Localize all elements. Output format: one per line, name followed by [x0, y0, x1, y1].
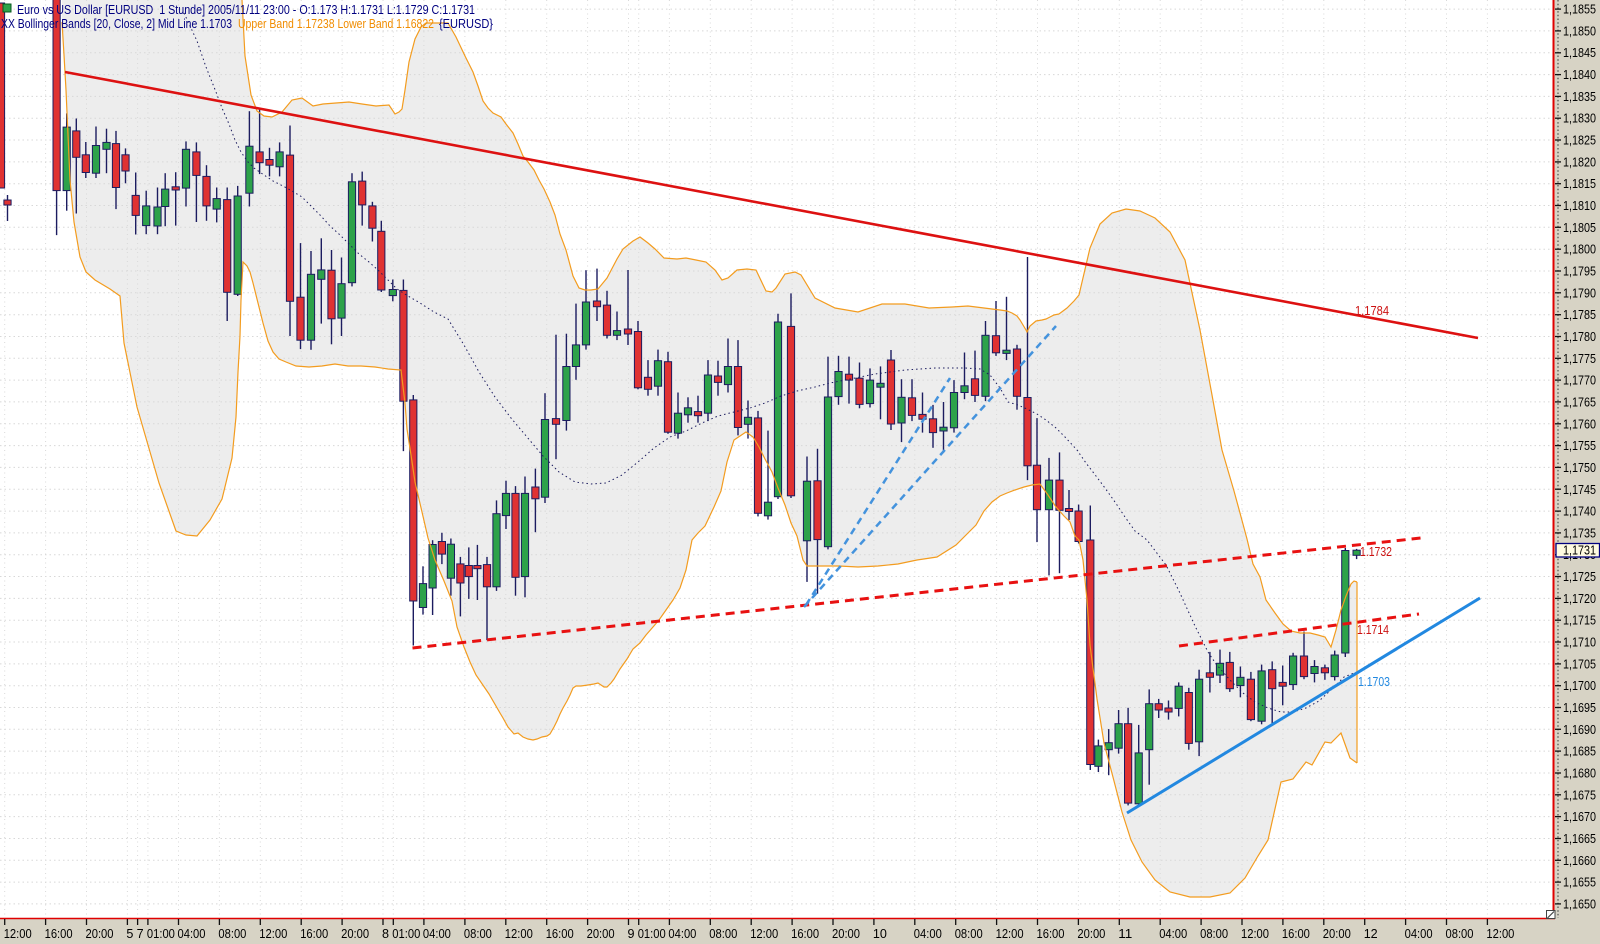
svg-text:1,1820: 1,1820: [1563, 154, 1596, 169]
svg-text:1,1775: 1,1775: [1563, 351, 1596, 366]
svg-text:08:00: 08:00: [955, 926, 983, 941]
svg-text:12:00: 12:00: [259, 926, 287, 941]
svg-text:1,1850: 1,1850: [1563, 23, 1596, 38]
svg-text:1,1740: 1,1740: [1563, 504, 1596, 519]
svg-text:04:00: 04:00: [1159, 926, 1187, 941]
svg-text:11: 11: [1118, 926, 1132, 941]
svg-text:08:00: 08:00: [218, 926, 246, 941]
svg-text:1,1770: 1,1770: [1563, 373, 1596, 388]
svg-text:1,1810: 1,1810: [1563, 198, 1596, 213]
svg-text:1,1665: 1,1665: [1563, 831, 1596, 846]
svg-text:1,1825: 1,1825: [1563, 133, 1596, 148]
svg-text:1,1685: 1,1685: [1563, 744, 1596, 759]
svg-text:16:00: 16:00: [791, 926, 819, 941]
svg-text:1,1755: 1,1755: [1563, 438, 1596, 453]
svg-text:1,1670: 1,1670: [1563, 809, 1596, 824]
svg-text:1,1660: 1,1660: [1563, 853, 1596, 868]
svg-text:1,1745: 1,1745: [1563, 482, 1596, 497]
svg-text:1,1800: 1,1800: [1563, 242, 1596, 257]
svg-text:20:00: 20:00: [86, 926, 114, 941]
svg-text:1,1855: 1,1855: [1563, 2, 1596, 17]
svg-text:16:00: 16:00: [45, 926, 73, 941]
svg-text:16:00: 16:00: [1037, 926, 1065, 941]
svg-text:1,1715: 1,1715: [1563, 613, 1596, 628]
svg-text:1,1690: 1,1690: [1563, 722, 1596, 737]
svg-text:12:00: 12:00: [4, 926, 32, 941]
svg-text:01:00: 01:00: [638, 926, 666, 941]
svg-text:12:00: 12:00: [505, 926, 533, 941]
svg-text:08:00: 08:00: [1200, 926, 1228, 941]
svg-text:10: 10: [873, 926, 887, 941]
svg-text:1,1840: 1,1840: [1563, 67, 1596, 82]
svg-text:04:00: 04:00: [423, 926, 451, 941]
svg-text:1.1714: 1.1714: [1357, 623, 1389, 637]
svg-text:04:00: 04:00: [914, 926, 942, 941]
svg-text:1,1720: 1,1720: [1563, 591, 1596, 606]
svg-text:04:00: 04:00: [178, 926, 206, 941]
svg-text:1.1784: 1.1784: [1355, 304, 1389, 318]
svg-text:1,1835: 1,1835: [1563, 89, 1596, 104]
svg-text:1.1732: 1.1732: [1360, 545, 1392, 559]
svg-text:08:00: 08:00: [709, 926, 737, 941]
svg-text:1,1830: 1,1830: [1563, 111, 1596, 126]
svg-text:20:00: 20:00: [587, 926, 615, 941]
svg-text:1,1675: 1,1675: [1563, 787, 1596, 802]
svg-text:1,1780: 1,1780: [1563, 329, 1596, 344]
svg-text:16:00: 16:00: [1282, 926, 1310, 941]
svg-text:1,1790: 1,1790: [1563, 285, 1596, 300]
svg-text:1,1731: 1,1731: [1563, 543, 1596, 558]
svg-text:01:00: 01:00: [392, 926, 420, 941]
svg-text:Euro vs US Dollar [EURUSD 1 S: Euro vs US Dollar [EURUSD 1 Stunde] 2005…: [17, 3, 475, 17]
svg-text:20:00: 20:00: [1323, 926, 1351, 941]
svg-text:12:00: 12:00: [1486, 926, 1514, 941]
svg-text:1,1845: 1,1845: [1563, 45, 1596, 60]
svg-text:1,1650: 1,1650: [1563, 896, 1596, 911]
svg-text:1,1785: 1,1785: [1563, 307, 1596, 322]
svg-text:08:00: 08:00: [464, 926, 492, 941]
svg-text:8: 8: [382, 926, 389, 941]
svg-text:1,1765: 1,1765: [1563, 394, 1596, 409]
svg-text:12:00: 12:00: [750, 926, 778, 941]
svg-text:20:00: 20:00: [341, 926, 369, 941]
svg-text:1,1705: 1,1705: [1563, 656, 1596, 671]
svg-text:1,1655: 1,1655: [1563, 875, 1596, 890]
svg-text:1,1680: 1,1680: [1563, 766, 1596, 781]
svg-text:12:00: 12:00: [1241, 926, 1269, 941]
svg-text:20:00: 20:00: [1077, 926, 1105, 941]
svg-text:5: 5: [126, 926, 133, 941]
svg-text:Upper Band 1.17238 Lower Band: Upper Band 1.17238 Lower Band 1.16822: [238, 17, 434, 31]
svg-text:1,1805: 1,1805: [1563, 220, 1596, 235]
svg-text:1,1710: 1,1710: [1563, 635, 1596, 650]
svg-text:9: 9: [628, 926, 635, 941]
svg-text:1,1695: 1,1695: [1563, 700, 1596, 715]
svg-text:1,1725: 1,1725: [1563, 569, 1596, 584]
svg-text:XX Bollinger Bands [20, Close,: XX Bollinger Bands [20, Close, 2] Mid Li…: [1, 17, 232, 31]
svg-text:{EURUSD}: {EURUSD}: [439, 17, 493, 31]
svg-text:1,1735: 1,1735: [1563, 525, 1596, 540]
svg-text:16:00: 16:00: [546, 926, 574, 941]
svg-text:1.1703: 1.1703: [1358, 675, 1390, 689]
svg-text:12: 12: [1364, 926, 1378, 941]
svg-text:12:00: 12:00: [996, 926, 1024, 941]
svg-text:1,1700: 1,1700: [1563, 678, 1596, 693]
svg-text:1,1815: 1,1815: [1563, 176, 1596, 191]
svg-text:1,1750: 1,1750: [1563, 460, 1596, 475]
svg-text:01:00: 01:00: [147, 926, 175, 941]
svg-text:04:00: 04:00: [1405, 926, 1433, 941]
svg-text:7: 7: [137, 926, 144, 941]
svg-text:04:00: 04:00: [668, 926, 696, 941]
svg-text:1,1795: 1,1795: [1563, 264, 1596, 279]
svg-text:16:00: 16:00: [300, 926, 328, 941]
svg-text:1,1760: 1,1760: [1563, 416, 1596, 431]
svg-text:08:00: 08:00: [1446, 926, 1474, 941]
svg-text:20:00: 20:00: [832, 926, 860, 941]
